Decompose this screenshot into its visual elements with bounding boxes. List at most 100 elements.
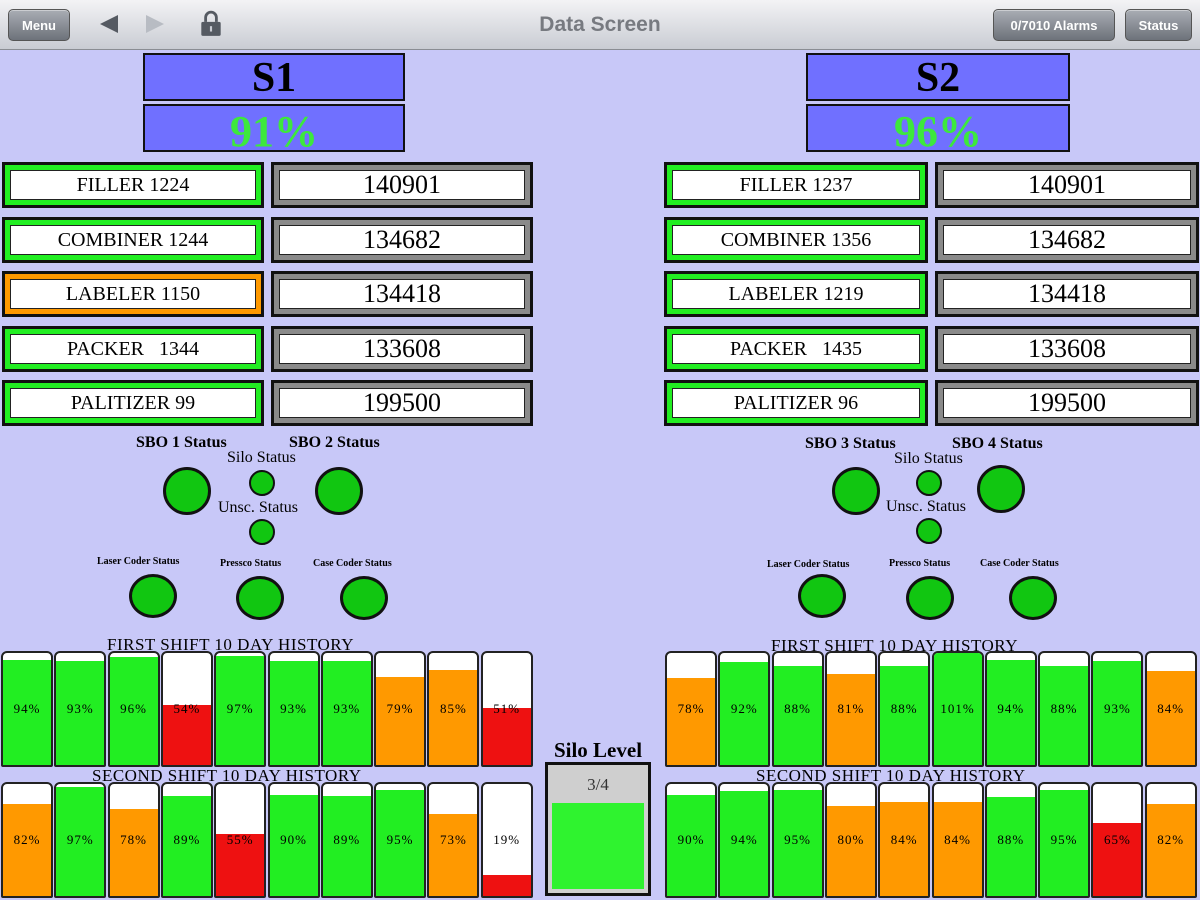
silo-status-indicator[interactable]: [249, 470, 275, 496]
bar-fill: [3, 659, 51, 765]
pressco-status-label: Pressco Status: [220, 558, 282, 569]
bar-value-label: 97%: [226, 701, 254, 716]
bar-fill: [162, 704, 211, 765]
sbo3-status-indicator[interactable]: [832, 467, 880, 515]
s1-second-shift-bar: 97%: [54, 782, 107, 898]
s2-first-shift-bar: 88%: [771, 651, 824, 767]
pressco-status-indicator[interactable]: [906, 576, 954, 620]
bar-fill: [269, 660, 318, 765]
bar-value-label: 88%: [1050, 701, 1078, 716]
lock-icon[interactable]: [199, 10, 223, 38]
machine-label-labeler[interactable]: LABELER 1219: [664, 271, 928, 317]
case-coder-status-indicator[interactable]: [340, 576, 388, 620]
bar-value-label: 95%: [386, 832, 414, 847]
machine-label-combiner[interactable]: COMBINER 1356: [664, 217, 928, 263]
bar-value-label: 51%: [493, 701, 521, 716]
unsc-status-indicator[interactable]: [916, 518, 942, 544]
s1-second-shift-bar: 55%: [214, 782, 267, 898]
case-coder-status-label: Case Coder Status: [313, 558, 392, 569]
bar-value-label: 101%: [940, 701, 975, 716]
status-button[interactable]: Status: [1125, 9, 1192, 41]
machine-label-packer[interactable]: PACKER 1435: [664, 326, 928, 372]
s2-first-shift-bar: 88%: [1038, 651, 1091, 767]
machine-label-filler[interactable]: FILLER 1224: [2, 162, 264, 208]
bar-value-label: 65%: [1103, 832, 1131, 847]
bar-fill: [1040, 789, 1089, 896]
bar-value-label: 94%: [997, 701, 1025, 716]
machine-label-labeler[interactable]: LABELER 1150: [2, 271, 264, 317]
bar-value-label: 54%: [173, 701, 201, 716]
s2-second-shift-bar: 84%: [931, 782, 984, 898]
s2-first-shift-bar: 88%: [878, 651, 931, 767]
s2-second-shift-bar: 95%: [771, 782, 824, 898]
laser-coder-status-indicator[interactable]: [798, 574, 846, 618]
case-coder-status-label: Case Coder Status: [980, 558, 1059, 569]
bar-value-label: 81%: [837, 701, 865, 716]
bar-value-label: 93%: [333, 701, 361, 716]
bar-fill: [109, 657, 158, 765]
silo-level-title: Silo Level: [553, 738, 643, 762]
machine-count-packer: 133608: [935, 326, 1199, 372]
machine-label-palitizer[interactable]: PALITIZER 96: [664, 380, 928, 426]
machine-label-combiner[interactable]: COMBINER 1244: [2, 217, 264, 263]
station-efficiency: 96%: [806, 104, 1070, 152]
s1-first-shift-bar: 94%: [1, 651, 53, 767]
silo-level-label: 3/4: [587, 775, 609, 794]
s1-first-shift-bar: 93%: [54, 651, 107, 767]
machine-label-packer[interactable]: PACKER 1344: [2, 326, 264, 372]
machine-label-palitizer[interactable]: PALITIZER 99: [2, 380, 264, 426]
unsc-status-label: Unsc. Status: [886, 498, 966, 515]
bar-value-label: 88%: [997, 832, 1025, 847]
sbo2-status-label: SBO 2 Status: [289, 434, 380, 451]
bar-fill: [216, 834, 265, 896]
bar-fill: [376, 676, 425, 765]
machine-count-combiner: 134682: [271, 217, 533, 263]
sbo2-status-indicator[interactable]: [315, 467, 363, 515]
bar-fill: [720, 661, 769, 765]
bar-value-label: 96%: [120, 701, 148, 716]
sbo1-status-label: SBO 1 Status: [136, 434, 227, 451]
bar-value-label: 97%: [66, 832, 94, 847]
machine-count-palitizer: 199500: [935, 380, 1199, 426]
s1-second-shift-bar: 90%: [267, 782, 320, 898]
bar-fill: [773, 666, 822, 765]
alarms-button[interactable]: 0/7010 Alarms: [993, 9, 1115, 41]
back-arrow-icon[interactable]: [98, 12, 120, 36]
s2-second-shift-bar: 90%: [665, 782, 717, 898]
s1-first-shift-bar: 93%: [267, 651, 320, 767]
silo-status-label: Silo Status: [894, 450, 963, 467]
pressco-status-indicator[interactable]: [236, 576, 284, 620]
machine-count-palitizer: 199500: [271, 380, 533, 426]
bar-fill: [667, 795, 715, 896]
bar-value-label: 55%: [226, 832, 254, 847]
bar-fill: [667, 677, 715, 765]
sbo4-status-indicator[interactable]: [977, 465, 1025, 513]
bar-fill: [933, 801, 982, 896]
case-coder-status-indicator[interactable]: [1009, 576, 1057, 620]
station-name: S2: [806, 53, 1070, 101]
unsc-status-indicator[interactable]: [249, 519, 275, 545]
first-shift-history-title: FIRST SHIFT 10 DAY HISTORY: [771, 636, 1018, 655]
machine-count-labeler: 134418: [271, 271, 533, 317]
bar-fill: [826, 674, 875, 765]
forward-arrow-icon[interactable]: [144, 12, 166, 36]
bar-value-label: 90%: [677, 832, 705, 847]
s2-first-shift-bar: 101%: [931, 651, 984, 767]
bar-fill: [322, 660, 371, 765]
machine-label-filler[interactable]: FILLER 1237: [664, 162, 928, 208]
silo-status-indicator[interactable]: [916, 470, 942, 496]
menu-button[interactable]: Menu: [8, 9, 70, 41]
laser-coder-status-indicator[interactable]: [129, 574, 177, 618]
bar-fill: [482, 707, 531, 765]
s1-first-shift-bar: 93%: [320, 651, 373, 767]
bar-value-label: 84%: [890, 832, 918, 847]
machine-count-filler: 140901: [935, 162, 1199, 208]
s2-second-shift-bar: 84%: [878, 782, 931, 898]
bar-value-label: 94%: [13, 701, 41, 716]
sbo1-status-indicator[interactable]: [163, 467, 211, 515]
sbo3-status-label: SBO 3 Status: [805, 435, 896, 452]
bar-fill: [3, 804, 51, 896]
bar-fill: [162, 796, 211, 896]
s1-second-shift-bar: 95%: [374, 782, 427, 898]
s2-second-shift-bar: 95%: [1038, 782, 1091, 898]
